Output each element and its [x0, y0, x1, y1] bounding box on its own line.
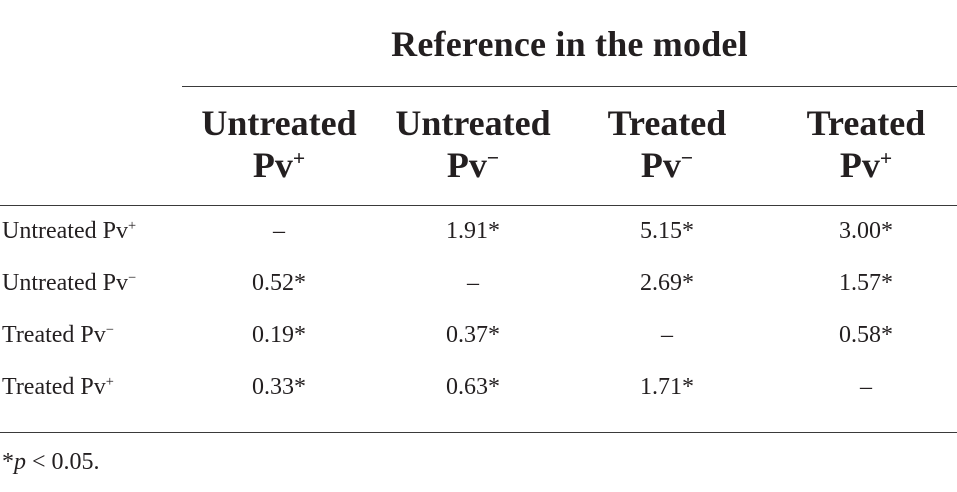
table-cell: 0.63* [446, 374, 500, 400]
table-cell: – [467, 270, 479, 296]
table-cell: 3.00* [839, 218, 893, 244]
column-header-treated-pv-minus: Treated Pv− [572, 102, 762, 186]
table-cell: 5.15* [640, 218, 694, 244]
table-cell: 1.71* [640, 374, 694, 400]
table-cell: – [661, 322, 673, 348]
column-header-name: Untreated [201, 103, 357, 143]
table-cell: 0.33* [252, 374, 306, 400]
column-header-treated-pv-plus: Treated Pv+ [771, 102, 957, 186]
column-header-name: Treated [607, 103, 727, 143]
column-header-untreated-pv-plus: Untreated Pv+ [184, 102, 374, 186]
table-cell: 0.19* [252, 322, 306, 348]
column-header-sub: Pv− [446, 145, 500, 185]
table-cell: 0.58* [839, 322, 893, 348]
column-header-sub: Pv− [640, 145, 694, 185]
group-header-rule [182, 86, 957, 87]
row-label: Treated Pv+ [2, 374, 114, 400]
table-cell: 1.91* [446, 218, 500, 244]
table-cell: 0.52* [252, 270, 306, 296]
column-header-sub: Pv+ [252, 145, 306, 185]
column-header-sub: Pv+ [839, 145, 893, 185]
row-label: Untreated Pv+ [2, 218, 137, 244]
table-cell: – [860, 374, 872, 400]
table-cell: 1.57* [839, 270, 893, 296]
table-cell: 2.69* [640, 270, 694, 296]
table-bottom-rule [0, 432, 957, 433]
column-header-name: Untreated [395, 103, 551, 143]
reference-group-header: Reference in the model [391, 24, 748, 64]
column-header-rule [0, 205, 957, 206]
table-cell: – [273, 218, 285, 244]
row-label: Treated Pv− [2, 322, 114, 348]
table-footnote: *p < 0.05. [2, 449, 100, 475]
column-header-untreated-pv-minus: Untreated Pv− [378, 102, 568, 186]
table-cell: 0.37* [446, 322, 500, 348]
row-label: Untreated Pv− [2, 270, 137, 296]
column-header-name: Treated [806, 103, 926, 143]
